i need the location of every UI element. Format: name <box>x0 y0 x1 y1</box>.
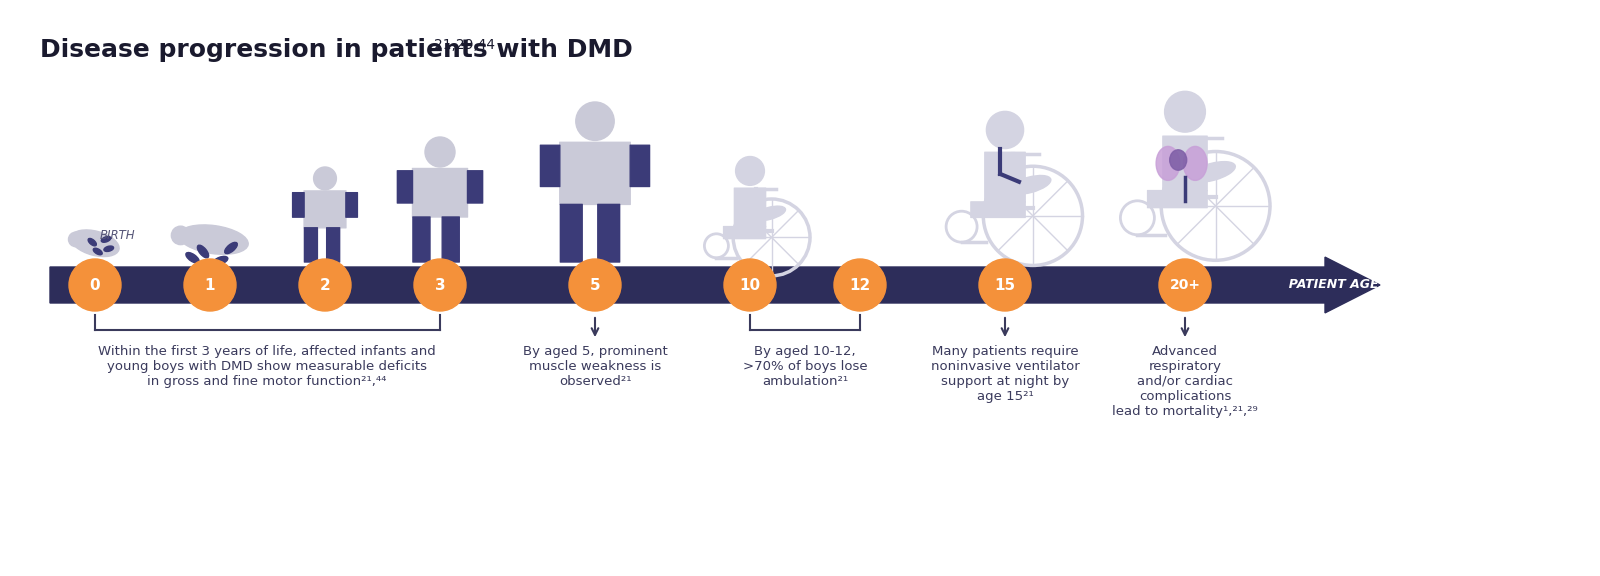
FancyBboxPatch shape <box>723 226 766 238</box>
Circle shape <box>69 232 83 247</box>
Circle shape <box>986 111 1024 149</box>
Ellipse shape <box>186 252 198 263</box>
Text: 21,29,44: 21,29,44 <box>434 38 494 52</box>
Text: 10: 10 <box>739 278 760 293</box>
Circle shape <box>570 259 621 311</box>
Text: 12: 12 <box>850 278 870 293</box>
FancyBboxPatch shape <box>397 171 413 203</box>
Ellipse shape <box>197 245 208 258</box>
Ellipse shape <box>179 225 248 254</box>
Text: 0: 0 <box>90 278 101 293</box>
Circle shape <box>1158 259 1211 311</box>
Circle shape <box>299 259 350 311</box>
Ellipse shape <box>1170 150 1187 170</box>
Text: 3: 3 <box>435 278 445 293</box>
Text: 1: 1 <box>205 278 216 293</box>
FancyBboxPatch shape <box>467 171 483 203</box>
Text: By aged 5, prominent
muscle weakness is
observed²¹: By aged 5, prominent muscle weakness is … <box>523 345 667 388</box>
Text: BIRTH: BIRTH <box>99 229 136 242</box>
Text: 20+: 20+ <box>1170 278 1200 292</box>
Ellipse shape <box>101 237 110 242</box>
FancyBboxPatch shape <box>560 142 630 204</box>
Ellipse shape <box>224 242 237 253</box>
FancyBboxPatch shape <box>971 202 1026 217</box>
Circle shape <box>576 102 614 141</box>
Text: By aged 10-12,
>70% of boys lose
ambulation²¹: By aged 10-12, >70% of boys lose ambulat… <box>742 345 867 388</box>
Circle shape <box>171 226 190 245</box>
Ellipse shape <box>70 230 118 256</box>
FancyBboxPatch shape <box>413 169 467 217</box>
FancyBboxPatch shape <box>293 193 304 217</box>
FancyBboxPatch shape <box>346 193 357 217</box>
Text: Many patients require
noninvasive ventilator
support at night by
age 15²¹: Many patients require noninvasive ventil… <box>931 345 1080 403</box>
FancyBboxPatch shape <box>1163 136 1206 191</box>
FancyBboxPatch shape <box>734 188 766 226</box>
Circle shape <box>184 259 237 311</box>
Circle shape <box>834 259 886 311</box>
Ellipse shape <box>88 238 96 246</box>
FancyBboxPatch shape <box>560 204 582 262</box>
FancyBboxPatch shape <box>442 217 459 262</box>
FancyBboxPatch shape <box>1147 191 1206 207</box>
Circle shape <box>723 259 776 311</box>
Text: Advanced
respiratory
and/or cardiac
complications
lead to mortality¹,²¹,²⁹: Advanced respiratory and/or cardiac comp… <box>1112 345 1258 418</box>
Text: PATIENT AGE, YEARS: PATIENT AGE, YEARS <box>1280 279 1434 291</box>
Circle shape <box>314 167 336 190</box>
Ellipse shape <box>754 206 786 221</box>
FancyBboxPatch shape <box>986 152 1026 202</box>
FancyBboxPatch shape <box>326 228 339 262</box>
Circle shape <box>414 259 466 311</box>
Text: Within the first 3 years of life, affected infants and
young boys with DMD show : Within the first 3 years of life, affect… <box>98 345 435 388</box>
Text: Disease progression in patients with DMD: Disease progression in patients with DMD <box>40 38 632 62</box>
Text: 2: 2 <box>320 278 330 293</box>
FancyBboxPatch shape <box>630 145 650 187</box>
Ellipse shape <box>1008 176 1051 194</box>
Text: 15: 15 <box>995 278 1016 293</box>
Circle shape <box>979 259 1030 311</box>
Circle shape <box>69 259 122 311</box>
FancyBboxPatch shape <box>541 145 560 187</box>
FancyBboxPatch shape <box>413 217 430 262</box>
Ellipse shape <box>1184 146 1206 180</box>
Ellipse shape <box>104 246 114 252</box>
FancyBboxPatch shape <box>304 228 317 262</box>
Circle shape <box>426 137 454 167</box>
Text: 5: 5 <box>590 278 600 293</box>
Ellipse shape <box>93 248 102 255</box>
Circle shape <box>1165 92 1205 132</box>
Ellipse shape <box>1157 146 1179 180</box>
FancyArrow shape <box>50 257 1379 313</box>
FancyBboxPatch shape <box>304 191 346 228</box>
Ellipse shape <box>213 256 227 265</box>
Circle shape <box>736 157 765 185</box>
FancyBboxPatch shape <box>598 204 619 262</box>
Ellipse shape <box>1189 162 1235 182</box>
